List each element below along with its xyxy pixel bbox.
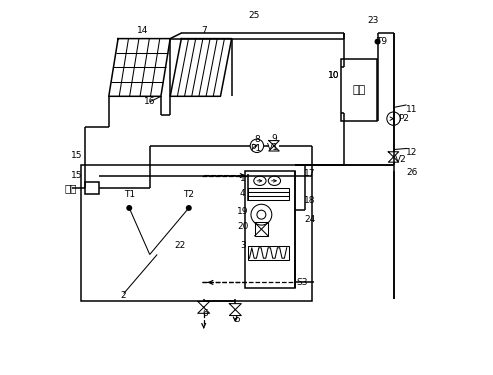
Text: 23: 23 [367, 16, 379, 25]
Text: 10: 10 [328, 70, 340, 80]
Bar [81, 165, 312, 301]
Text: 7: 7 [201, 26, 207, 34]
Text: 5: 5 [234, 315, 240, 324]
Text: 9: 9 [272, 134, 277, 143]
Text: 1: 1 [240, 174, 246, 183]
Text: 16: 16 [144, 98, 155, 106]
Text: 24: 24 [304, 214, 316, 223]
Text: V1: V1 [267, 143, 279, 152]
Text: 11: 11 [406, 105, 418, 114]
Text: P2: P2 [398, 114, 409, 123]
Text: 3: 3 [240, 241, 246, 250]
Bar [247, 188, 288, 200]
Text: S3: S3 [297, 278, 308, 287]
Bar [245, 171, 295, 288]
Text: 12: 12 [406, 148, 418, 157]
Text: 17: 17 [304, 169, 316, 178]
Text: 15: 15 [71, 152, 82, 160]
Bar [255, 222, 268, 236]
Text: T2: T2 [183, 190, 194, 200]
Bar [85, 182, 99, 194]
Text: T1: T1 [124, 190, 135, 200]
Text: V2: V2 [395, 155, 407, 164]
Text: 26: 26 [406, 168, 418, 177]
Text: 8: 8 [255, 135, 260, 144]
Text: 20: 20 [238, 222, 249, 231]
Circle shape [186, 205, 192, 211]
Text: 共网: 共网 [65, 183, 77, 193]
Text: 19: 19 [238, 207, 249, 216]
Text: 18: 18 [304, 196, 316, 205]
Bar [342, 59, 377, 120]
Text: 14: 14 [137, 26, 148, 34]
Text: P1: P1 [250, 144, 262, 153]
Text: 15: 15 [71, 171, 82, 180]
Text: 6: 6 [203, 309, 209, 318]
Text: 22: 22 [174, 241, 185, 250]
Bar [247, 246, 288, 260]
Text: 25: 25 [248, 11, 260, 20]
Text: 10: 10 [328, 70, 340, 80]
Text: 4: 4 [240, 189, 246, 198]
Text: T9: T9 [376, 37, 387, 46]
Text: 2: 2 [121, 291, 127, 300]
Text: 水箱: 水箱 [352, 85, 366, 95]
Circle shape [126, 205, 132, 211]
Circle shape [375, 39, 381, 45]
